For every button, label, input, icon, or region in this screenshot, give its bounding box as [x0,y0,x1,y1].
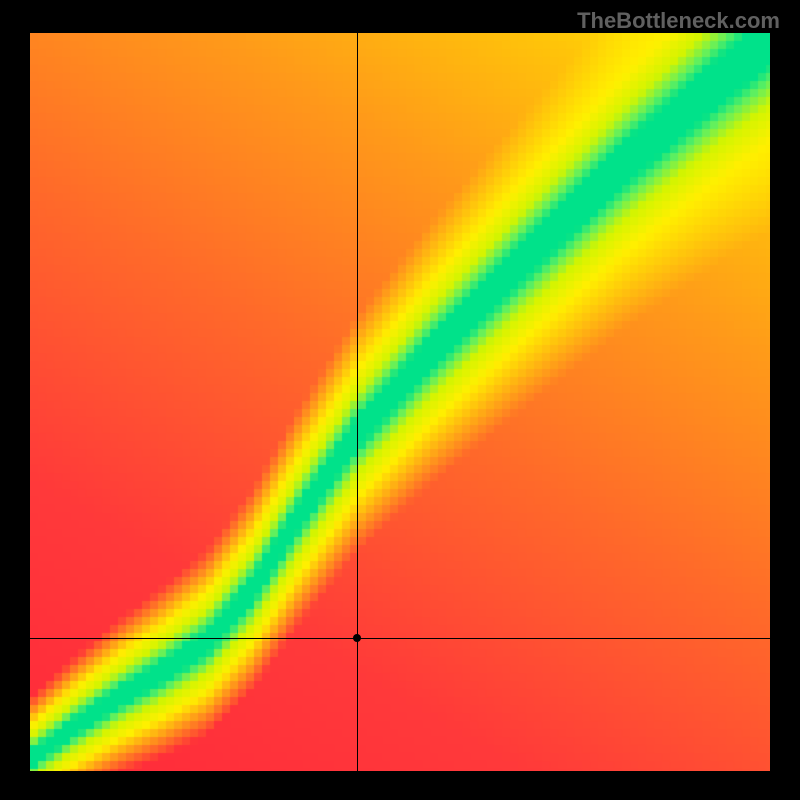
crosshair-horizontal [30,638,770,639]
crosshair-marker[interactable] [353,634,361,642]
crosshair-vertical [357,33,358,771]
heatmap-plot [30,33,770,771]
watermark-text: TheBottleneck.com [577,8,780,34]
heatmap-canvas [30,33,770,771]
